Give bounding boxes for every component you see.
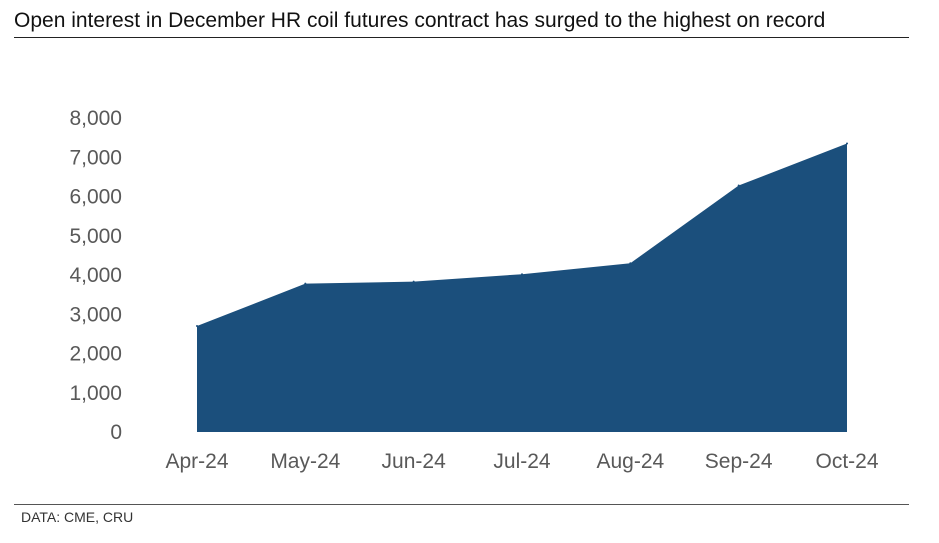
x-tick-label: Jun-24 <box>382 450 447 473</box>
footer-divider <box>14 504 909 505</box>
y-tick-label: 6,000 <box>69 186 122 209</box>
plot-area <box>196 142 848 432</box>
x-tick-label: May-24 <box>270 450 340 473</box>
y-tick-label: 8,000 <box>69 107 122 130</box>
title-divider <box>14 37 909 38</box>
data-point <box>737 184 740 187</box>
x-tick-label: Apr-24 <box>165 450 228 473</box>
chart-title: Open interest in December HR coil future… <box>14 9 826 32</box>
data-point <box>521 273 523 276</box>
x-tick-label: Sep-24 <box>705 450 773 473</box>
y-axis: 0 1,000 2,000 3,000 4,000 5,000 6,000 7,000 8,00… <box>69 107 122 444</box>
area-series <box>197 143 847 432</box>
y-tick-label: 3,000 <box>69 303 122 326</box>
y-tick-label: 5,000 <box>69 225 122 248</box>
y-tick-label: 2,000 <box>69 343 122 366</box>
x-tick-label: Oct-24 <box>815 450 878 473</box>
data-point <box>629 262 632 265</box>
data-point <box>196 325 198 328</box>
y-tick-label: 0 <box>110 421 122 444</box>
data-point <box>304 282 307 285</box>
x-tick-label: Aug-24 <box>596 450 664 473</box>
data-point <box>846 142 848 145</box>
area-chart: 0 1,000 2,000 3,000 4,000 5,000 6,000 7,000 8,00… <box>69 107 878 473</box>
data-point <box>412 280 415 283</box>
data-source-note: DATA: CME, CRU <box>21 509 134 525</box>
y-tick-label: 1,000 <box>69 382 122 405</box>
x-axis: Apr-24 May-24 Jun-24 Jul-24 Aug-24 Sep-24 Oct-… <box>165 450 878 473</box>
x-tick-label: Jul-24 <box>493 450 551 473</box>
y-tick-label: 4,000 <box>69 264 122 287</box>
y-tick-label: 7,000 <box>69 146 122 169</box>
